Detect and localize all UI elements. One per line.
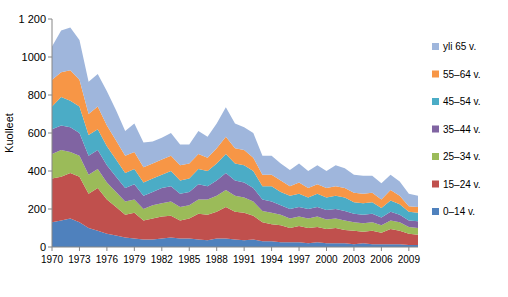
legend-swatch	[432, 208, 439, 215]
x-tick	[353, 247, 354, 251]
legend-label: 35–44 v.	[443, 124, 481, 135]
x-tick	[216, 247, 217, 251]
legend-label: 15–24 v.	[443, 179, 481, 190]
x-tick-label: 2003	[343, 254, 366, 265]
x-tick-label: 2006	[370, 254, 393, 265]
y-tick-label: 0	[40, 241, 46, 253]
x-tick-label: 1988	[206, 254, 229, 265]
x-tick	[134, 247, 135, 251]
x-tick	[408, 247, 409, 251]
x-tick-label: 1997	[288, 254, 311, 265]
x-tick	[52, 247, 53, 251]
y-tick-label: 1000	[22, 51, 46, 63]
legend-label: yli 65 v.	[443, 41, 476, 52]
legend: yli 65 v. 55–64 v. 45–54 v. 35–44 v. 25–34 v…	[432, 41, 481, 217]
legend-swatch	[432, 126, 439, 133]
x-tick-label: 1994	[260, 254, 283, 265]
x-tick-label: 1970	[41, 254, 64, 265]
legend-label: 0–14 v.	[443, 206, 475, 217]
x-tick-label: 1976	[96, 254, 119, 265]
x-tick	[271, 247, 272, 251]
y-tick	[48, 209, 52, 210]
legend-label: 55–64 v.	[443, 69, 481, 80]
x-tick	[79, 247, 80, 251]
y-tick	[48, 19, 52, 20]
y-tick-label: 200	[28, 203, 46, 215]
x-tick-label: 1985	[178, 254, 201, 265]
x-tick-label: 1973	[68, 254, 91, 265]
x-tick-label: 1982	[151, 254, 174, 265]
y-tick	[48, 247, 52, 248]
x-tick	[299, 247, 300, 251]
y-tick-label: 800	[28, 89, 46, 101]
legend-label: 45–54 v.	[443, 96, 481, 107]
legend-swatch	[432, 98, 439, 105]
x-tick	[189, 247, 190, 251]
x-tick	[161, 247, 162, 251]
legend-swatch	[432, 153, 439, 160]
area	[52, 28, 418, 208]
x-tick-label: 1979	[123, 254, 146, 265]
x-tick	[326, 247, 327, 251]
y-tick	[48, 57, 52, 58]
x-tick	[106, 247, 107, 251]
legend-swatch	[432, 181, 439, 188]
y-tick	[48, 95, 52, 96]
chart: 0 200 400 600 800 1000 1 200 1970 1973 1976 1979 19…	[0, 0, 508, 297]
x-tick-label: 2009	[398, 254, 421, 265]
y-tick-label: 1 200	[18, 13, 46, 25]
legend-label: 25–34 v.	[443, 151, 481, 162]
y-tick-label: 600	[28, 127, 46, 139]
y-axis-title: Kuolleet	[3, 113, 15, 153]
legend-swatch	[432, 71, 439, 78]
y-tick-label: 400	[28, 165, 46, 177]
y-tick	[48, 171, 52, 172]
legend-swatch	[432, 43, 439, 50]
y-tick	[48, 133, 52, 134]
x-tick-label: 1991	[233, 254, 256, 265]
x-tick-label: 2000	[315, 254, 338, 265]
areas	[52, 28, 418, 247]
x-tick	[244, 247, 245, 251]
x-tick	[381, 247, 382, 251]
